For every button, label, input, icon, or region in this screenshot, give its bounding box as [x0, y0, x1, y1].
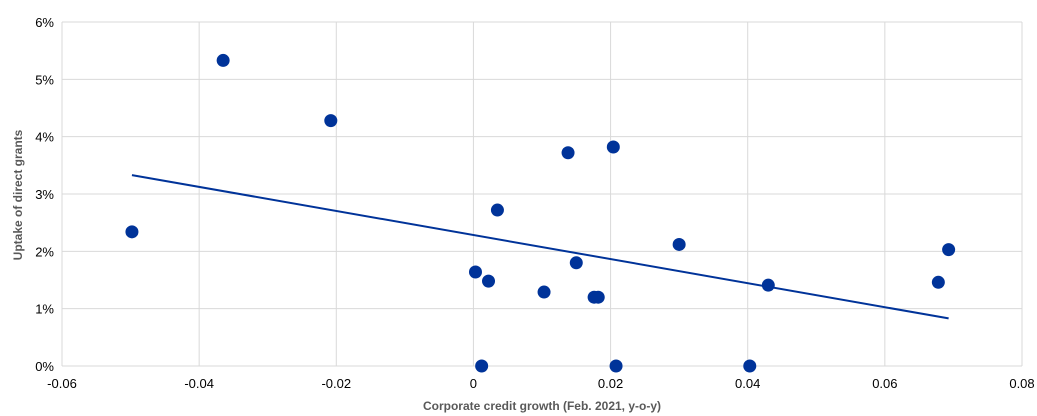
- y-tick-label: 1%: [35, 302, 54, 317]
- data-point: [761, 278, 775, 292]
- trendline-layer: [131, 174, 949, 320]
- y-tick-label: 6%: [35, 15, 54, 30]
- data-point: [569, 256, 583, 270]
- x-tick-label: 0: [470, 376, 477, 391]
- points-layer: [125, 53, 956, 373]
- data-point: [931, 275, 945, 289]
- x-tick-labels: -0.06 -0.04 -0.02 0 0.02 0.04 0.06 0.08: [47, 376, 1034, 391]
- data-point: [561, 146, 575, 160]
- data-point: [942, 243, 956, 257]
- data-point: [606, 140, 620, 154]
- data-point: [591, 290, 605, 304]
- data-point: [672, 237, 686, 251]
- y-tick-label: 5%: [35, 72, 54, 87]
- y-tick-label: 4%: [35, 130, 54, 145]
- data-point: [475, 359, 489, 373]
- data-point: [216, 53, 230, 67]
- x-tick-label: 0.08: [1009, 376, 1034, 391]
- data-point: [125, 225, 139, 239]
- data-point: [609, 359, 623, 373]
- x-tick-label: -0.04: [184, 376, 214, 391]
- data-point: [743, 359, 757, 373]
- y-tick-label: 0%: [35, 359, 54, 374]
- x-tick-label: 0.04: [735, 376, 760, 391]
- y-tick-labels: 0% 1% 2% 3% 4% 5% 6%: [35, 15, 54, 374]
- grid-layer: [61, 21, 1023, 367]
- data-point: [468, 265, 482, 279]
- data-point: [537, 285, 551, 299]
- x-tick-label: -0.06: [47, 376, 77, 391]
- x-tick-label: 0.06: [872, 376, 897, 391]
- data-point: [324, 114, 338, 128]
- y-axis-title: Uptake of direct grants: [11, 129, 25, 260]
- y-tick-label: 2%: [35, 244, 54, 259]
- x-axis-title: Corporate credit growth (Feb. 2021, y-o-…: [423, 399, 661, 413]
- x-tick-label: -0.02: [321, 376, 351, 391]
- x-tick-label: 0.02: [598, 376, 623, 391]
- y-tick-label: 3%: [35, 187, 54, 202]
- trendline: [131, 174, 949, 320]
- data-point: [490, 203, 504, 217]
- data-point: [482, 274, 496, 288]
